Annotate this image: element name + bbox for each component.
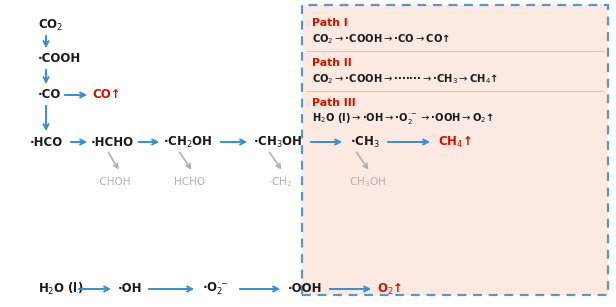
Text: ·OH: ·OH [118, 282, 142, 296]
Text: ·CHOH: ·CHOH [97, 177, 131, 187]
Text: ·CO: ·CO [38, 88, 62, 102]
Text: H$_2$O (l): H$_2$O (l) [38, 281, 83, 297]
Text: O$_2$↑: O$_2$↑ [378, 282, 403, 297]
Text: CO↑: CO↑ [92, 88, 121, 102]
Text: ·COOH: ·COOH [38, 52, 81, 65]
Text: H$_2$O (l)$\rightarrow$·OH$\rightarrow$·O$_2^{·-}$$\rightarrow$·OOH$\rightarrow$: H$_2$O (l)$\rightarrow$·OH$\rightarrow$·… [312, 111, 494, 126]
Text: CH$_3$OH: CH$_3$OH [349, 175, 386, 189]
Text: Path I: Path I [312, 18, 348, 28]
Text: ·O$_2^{·-}$: ·O$_2^{·-}$ [201, 281, 229, 297]
Text: ·CH$_2$OH: ·CH$_2$OH [163, 134, 213, 150]
Text: ·CH$_2$: ·CH$_2$ [268, 175, 292, 189]
Text: ·HCO: ·HCO [30, 135, 63, 149]
Text: Path II: Path II [312, 58, 352, 68]
Text: CH$_4$↑: CH$_4$↑ [438, 134, 472, 150]
Text: CO$_2$: CO$_2$ [38, 17, 63, 33]
Text: Path III: Path III [312, 98, 356, 108]
Text: ·HCHO: ·HCHO [91, 135, 134, 149]
Text: ·OOH: ·OOH [288, 282, 322, 296]
Text: CO$_2$$\rightarrow$·COOH$\rightarrow$·CO$\rightarrow$CO↑: CO$_2$$\rightarrow$·COOH$\rightarrow$·CO… [312, 32, 450, 46]
Text: HCHO: HCHO [174, 177, 206, 187]
FancyBboxPatch shape [302, 5, 608, 295]
Text: CO$_2$$\rightarrow$·COOH$\rightarrow$·······$\rightarrow$·CH$_3$$\rightarrow$CH$: CO$_2$$\rightarrow$·COOH$\rightarrow$···… [312, 72, 498, 86]
Text: ·CH$_3$OH: ·CH$_3$OH [253, 134, 302, 150]
Text: ·CH$_3$: ·CH$_3$ [351, 134, 380, 150]
